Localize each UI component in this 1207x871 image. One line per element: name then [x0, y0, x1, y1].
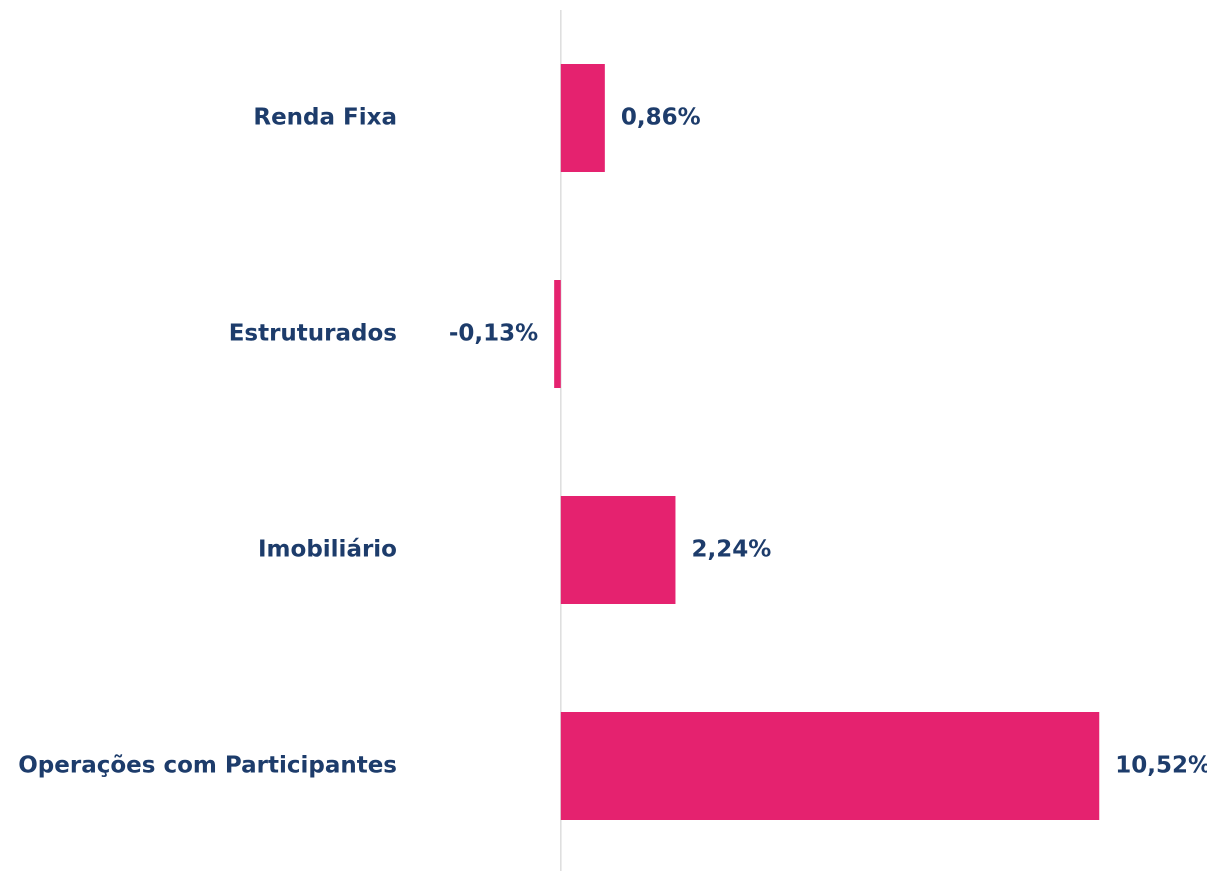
value-label: 2,24%: [691, 537, 771, 563]
category-label: Renda Fixa: [253, 105, 397, 131]
bar: [560, 712, 1100, 820]
category-label: Operações com Participantes: [18, 753, 397, 779]
value-label: 0,86%: [621, 105, 701, 131]
bar: [560, 496, 676, 604]
bar: [560, 64, 605, 172]
bar: [554, 280, 561, 388]
category-label: Imobiliário: [258, 537, 397, 563]
category-label: Estruturados: [229, 321, 397, 347]
value-label: -0,13%: [449, 321, 538, 347]
value-label: 10,52%: [1115, 753, 1207, 779]
